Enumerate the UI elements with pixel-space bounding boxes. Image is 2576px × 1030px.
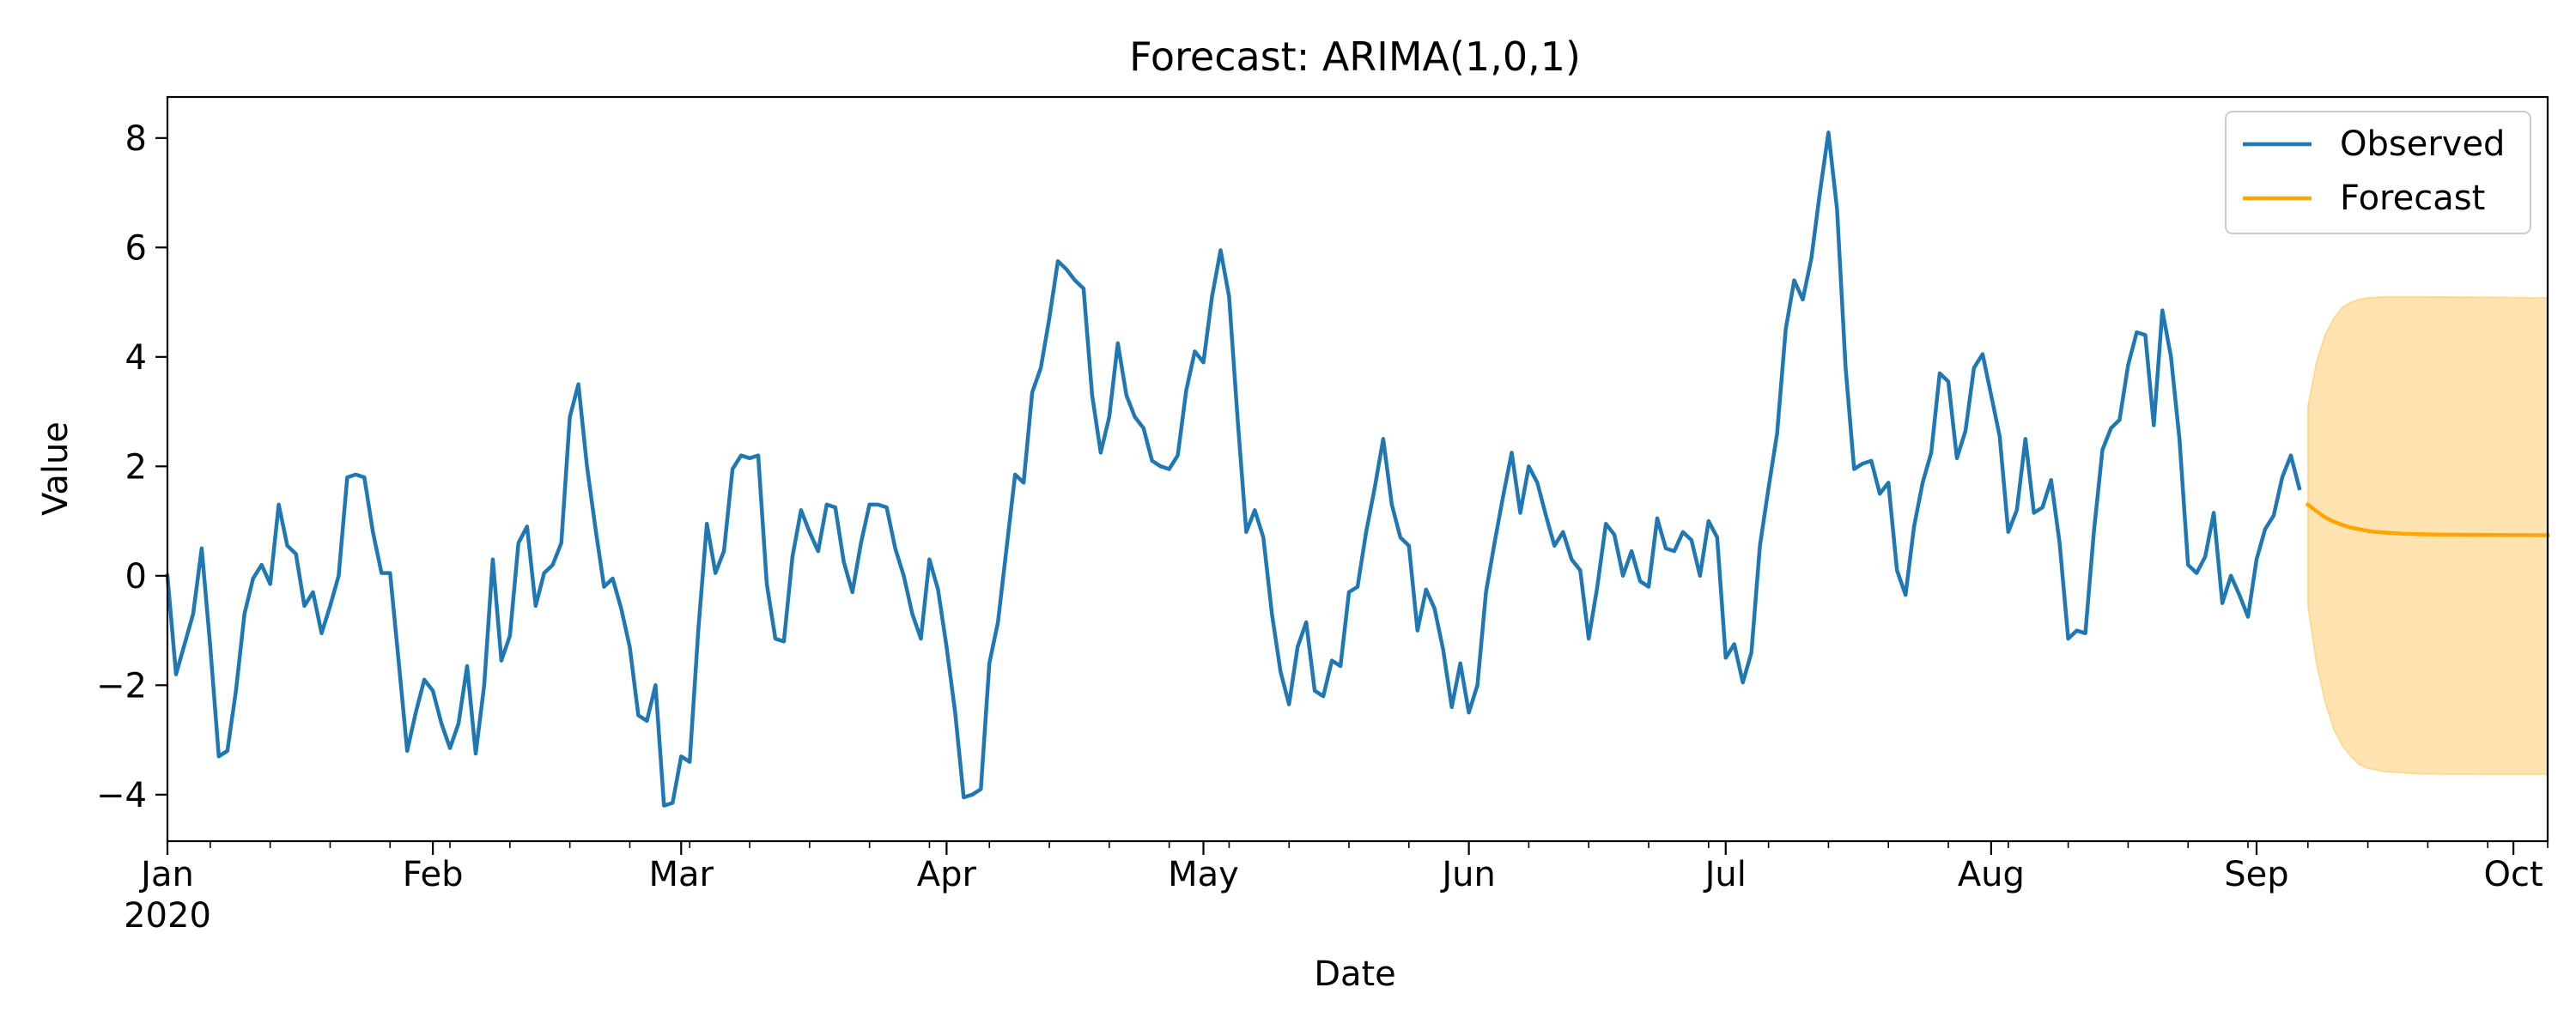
x-tick-label: Jan [138,855,194,894]
legend-box [2225,111,2531,234]
x-tick-label: Aug [1958,855,2025,894]
axes-frame [166,95,2549,843]
y-tick-label: 2 [125,447,147,487]
x-axis-label: Date [1314,954,1396,994]
chart-title: Forecast: ARIMA(1,0,1) [1129,33,1581,80]
x-tick-sublabel: 2020 [124,896,211,936]
y-axis: −4 −2 0 2 4 6 8 [96,119,167,815]
x-tick-label: Feb [403,855,464,894]
y-axis-label: Value [36,421,76,516]
y-tick-label: −2 [96,666,147,706]
legend-label-forecast: Forecast [2340,179,2485,218]
y-tick-label: 0 [125,557,147,597]
y-tick-label: 8 [125,119,147,159]
y-tick-label: −4 [96,776,147,815]
x-tick-label: Jul [1703,855,1747,894]
y-tick-label: 6 [125,228,147,268]
x-tick-label: Jun [1439,855,1496,894]
observed-series-line [165,130,2302,808]
x-tick-label: May [1168,855,1239,894]
x-tick-label: Sep [2224,855,2288,894]
forecast-series-line [2305,501,2550,537]
x-tick-label: Apr [917,855,977,894]
legend: Observed Forecast [2225,111,2531,234]
x-tick-label: Oct [2484,855,2543,894]
y-tick-label: 4 [125,338,147,378]
x-tick-label: Mar [649,855,714,894]
legend-label-observed: Observed [2340,124,2505,164]
